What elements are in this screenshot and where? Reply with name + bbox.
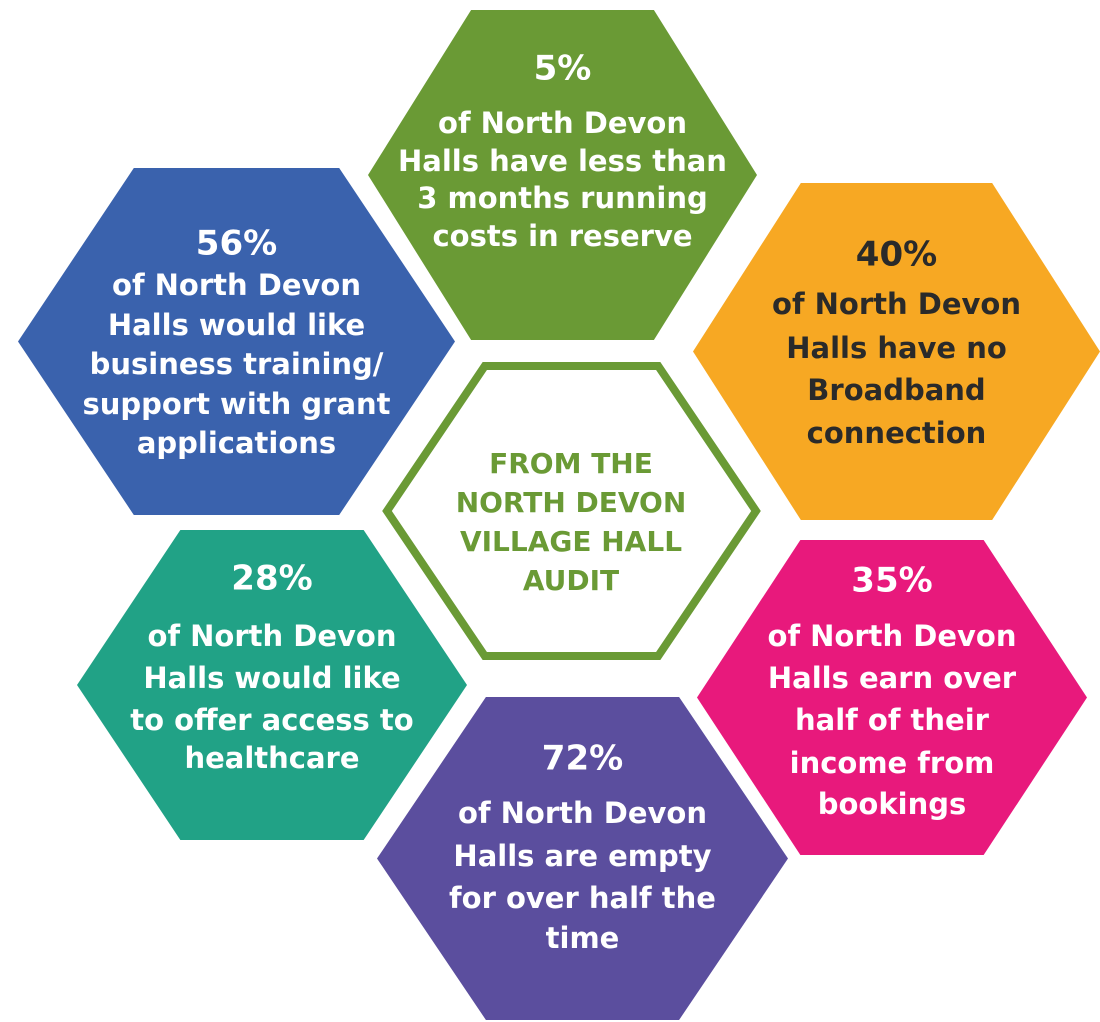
stat-description: Halls have less than (398, 144, 727, 178)
stat-description: to offer access to (130, 703, 413, 737)
stat: 5% (534, 49, 592, 89)
hexagon (377, 697, 788, 1020)
stat-description: healthcare (184, 741, 359, 775)
stat: 72% (542, 739, 623, 779)
stat-description: time (546, 921, 620, 955)
stat-description: Halls would like (108, 308, 365, 342)
hexagon (697, 540, 1087, 855)
stat: 40% (856, 235, 937, 275)
stat-description: Halls are empty (453, 839, 711, 873)
stat-description: applications (137, 426, 336, 460)
stat-description: of North Devon (438, 106, 687, 140)
center-title: FROM THE (489, 447, 653, 480)
stat-description: costs in reserve (432, 219, 692, 253)
stat-description: business training/ (90, 347, 384, 381)
hexagon (693, 183, 1100, 520)
stat-description: bookings (818, 787, 967, 821)
center-title: VILLAGE HALL (460, 525, 682, 558)
center-title: AUDIT (523, 564, 619, 597)
stat-description: 3 months running (417, 181, 708, 215)
stat-description: Halls earn over (768, 661, 1017, 695)
stat-description: of North Devon (148, 619, 397, 653)
stat-description: of North Devon (772, 287, 1021, 321)
stat: 35% (851, 561, 932, 601)
center-title: NORTH DEVON (456, 486, 687, 519)
stat: 28% (231, 559, 312, 599)
stat-description: of North Devon (458, 796, 707, 830)
stat-description: Broadband (807, 373, 985, 407)
stat-description: of North Devon (112, 268, 361, 302)
hexagon (77, 530, 467, 840)
stat-description: Halls have no (786, 331, 1007, 365)
stat: 56% (196, 224, 277, 264)
stat-description: connection (807, 416, 987, 450)
hexagon (18, 168, 455, 515)
stat-description: Halls would like (143, 661, 400, 695)
stat-description: support with grant (82, 387, 390, 421)
stat-description: for over half the (449, 881, 716, 915)
stat-description: half of their (795, 703, 990, 737)
hexagon (368, 10, 757, 340)
center-hexagon (382, 362, 761, 660)
stat-description: income from (790, 746, 995, 780)
stat-description: of North Devon (768, 619, 1017, 653)
